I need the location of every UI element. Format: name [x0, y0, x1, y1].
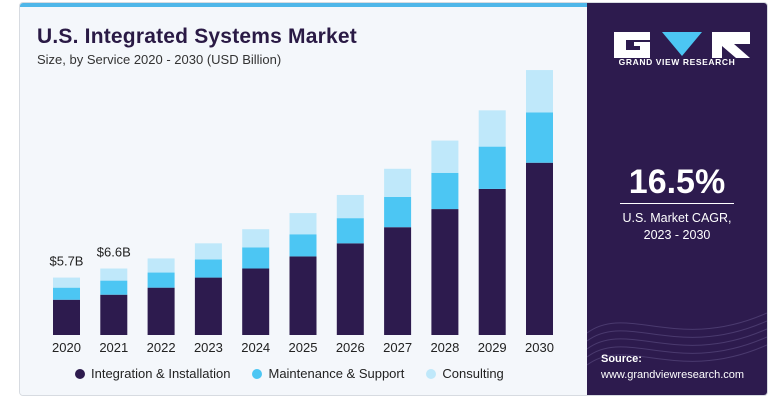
legend-swatch-consulting [426, 368, 437, 379]
bar-2029-integration-installation [478, 188, 506, 335]
legend-label-consulting: Consulting [442, 366, 504, 381]
chart-title: U.S. Integrated Systems Market [37, 25, 357, 48]
decorative-waves [587, 312, 767, 366]
bar-2029-consulting [478, 110, 506, 147]
bar-2021-maintenance-support [100, 280, 128, 295]
chart-legend: Integration & Installation Maintenance &… [75, 366, 504, 381]
chart-panel: U.S. Integrated Systems Market Size, by … [20, 3, 587, 395]
grand-view-research-logo [614, 32, 750, 58]
bar-2025-integration-installation [289, 256, 317, 335]
bar-2028-maintenance-support [431, 172, 459, 210]
bar-2030-maintenance-support [526, 112, 553, 163]
brand-name: GRAND VIEW RESEARCH [618, 57, 736, 67]
bar-2030-integration-installation [526, 162, 553, 335]
bar-2027-integration-installation [384, 227, 412, 335]
legend-swatch-maintenance [252, 368, 263, 379]
legend-item-maintenance: Maintenance & Support [252, 366, 404, 381]
bar-2024-maintenance-support [242, 247, 270, 269]
legend-item-integration: Integration & Installation [75, 366, 230, 381]
x-tick-label-2025: 2025 [289, 340, 318, 355]
x-tick-label-2022: 2022 [147, 340, 176, 355]
bar-2021-integration-installation [100, 294, 128, 335]
x-tick-label-2030: 2030 [525, 340, 554, 355]
legend-label-integration: Integration & Installation [91, 366, 231, 381]
bar-2022-maintenance-support [147, 272, 175, 288]
source-url: www.grandviewresearch.com [601, 369, 745, 381]
cagr-label-line1: U.S. Market CAGR, [622, 211, 732, 225]
bar-2028-integration-installation [431, 209, 459, 335]
stacked-bar-chart: 2020 2021 2022 2023 2024 2025 2026 2027 2028 2029… [50, 70, 554, 355]
bar-2023-maintenance-support [194, 259, 222, 278]
bar-2020-maintenance-support [53, 287, 80, 300]
bar-2028-consulting [431, 140, 459, 173]
accent-bar [20, 3, 587, 7]
x-tick-label-2023: 2023 [194, 340, 223, 355]
chart-subtitle: Size, by Service 2020 - 2030 (USD Billio… [37, 52, 282, 67]
bar-2021-consulting [100, 268, 128, 281]
bar-2025-maintenance-support [289, 234, 317, 257]
bar-2024-consulting [242, 229, 270, 248]
bar-2026-consulting [336, 194, 364, 219]
cagr-divider [620, 203, 734, 204]
bar-2020-consulting [53, 277, 80, 288]
bar-2027-maintenance-support [384, 196, 412, 228]
bar-2029-maintenance-support [478, 146, 506, 189]
x-tick-label-2021: 2021 [99, 340, 128, 355]
bar-2020-integration-installation [53, 299, 80, 335]
data-label-2021: $6.6B [97, 245, 131, 260]
x-tick-label-2026: 2026 [336, 340, 365, 355]
bar-2022-consulting [147, 258, 175, 273]
x-tick-label-2029: 2029 [478, 340, 507, 355]
x-tick-label-2027: 2027 [383, 340, 412, 355]
bar-2022-integration-installation [147, 287, 175, 335]
bar-2026-integration-installation [336, 243, 364, 335]
legend-item-consulting: Consulting [426, 366, 504, 381]
cagr-label: U.S. Market CAGR, 2023 - 2030 [587, 210, 767, 244]
bar-2023-integration-installation [194, 277, 222, 335]
source-label: Source: [601, 353, 642, 365]
bar-2025-consulting [289, 213, 317, 235]
chart-card: U.S. Integrated Systems Market Size, by … [19, 2, 768, 396]
cagr-label-line2: 2023 - 2030 [643, 228, 711, 242]
bar-2023-consulting [194, 243, 222, 260]
legend-swatch-integration [75, 368, 85, 379]
bar-2027-consulting [384, 168, 412, 197]
x-tick-label-2024: 2024 [241, 340, 270, 355]
x-tick-label-2028: 2028 [430, 340, 459, 355]
legend-label-maintenance: Maintenance & Support [268, 366, 405, 381]
data-label-2020: $5.7B [50, 254, 84, 269]
sidebar-panel: GRAND VIEW RESEARCH 16.5% U.S. Market CA… [587, 3, 767, 395]
bar-2026-maintenance-support [336, 218, 364, 244]
bar-2024-integration-installation [242, 268, 270, 335]
bar-2030-consulting [526, 70, 553, 113]
cagr-value: 16.5% [628, 163, 726, 201]
x-tick-label-2020: 2020 [52, 340, 81, 355]
